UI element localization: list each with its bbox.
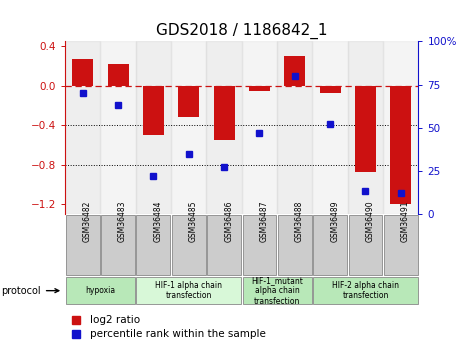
FancyBboxPatch shape: [243, 277, 312, 304]
Title: GDS2018 / 1186842_1: GDS2018 / 1186842_1: [156, 22, 327, 39]
Text: GSM36489: GSM36489: [330, 200, 339, 242]
Text: protocol: protocol: [1, 286, 59, 296]
Bar: [348, 41, 383, 214]
FancyBboxPatch shape: [137, 277, 241, 304]
FancyBboxPatch shape: [313, 215, 347, 275]
FancyBboxPatch shape: [137, 215, 170, 275]
Text: GSM36491: GSM36491: [401, 200, 410, 242]
FancyBboxPatch shape: [172, 215, 206, 275]
Bar: [277, 41, 312, 214]
FancyBboxPatch shape: [384, 215, 418, 275]
Bar: [206, 41, 242, 214]
Bar: [383, 41, 418, 214]
Bar: [390, 86, 412, 204]
Bar: [65, 41, 100, 214]
Text: GSM36483: GSM36483: [118, 200, 127, 242]
Bar: [242, 41, 277, 214]
Bar: [178, 86, 199, 117]
Bar: [213, 86, 235, 140]
Text: hypoxia: hypoxia: [86, 286, 115, 295]
FancyBboxPatch shape: [349, 215, 382, 275]
Bar: [72, 59, 93, 86]
Bar: [107, 64, 129, 86]
Bar: [136, 41, 171, 214]
FancyBboxPatch shape: [101, 215, 135, 275]
Bar: [319, 86, 341, 93]
Text: percentile rank within the sample: percentile rank within the sample: [90, 329, 266, 339]
FancyBboxPatch shape: [313, 277, 418, 304]
Text: GSM36482: GSM36482: [83, 201, 92, 242]
Text: GSM36486: GSM36486: [224, 200, 233, 242]
FancyBboxPatch shape: [66, 215, 100, 275]
Text: HIF-1 alpha chain
transfection: HIF-1 alpha chain transfection: [155, 281, 222, 300]
Text: log2 ratio: log2 ratio: [90, 315, 140, 325]
Bar: [312, 41, 348, 214]
Text: HIF-1_mutant
alpha chain
transfection: HIF-1_mutant alpha chain transfection: [251, 276, 303, 306]
FancyBboxPatch shape: [243, 215, 276, 275]
Text: GSM36490: GSM36490: [365, 200, 374, 242]
Bar: [171, 41, 206, 214]
FancyBboxPatch shape: [207, 215, 241, 275]
Bar: [143, 86, 164, 135]
Bar: [355, 86, 376, 171]
Text: GSM36485: GSM36485: [189, 200, 198, 242]
Text: HIF-2 alpha chain
transfection: HIF-2 alpha chain transfection: [332, 281, 399, 300]
Bar: [100, 41, 136, 214]
FancyBboxPatch shape: [278, 215, 312, 275]
Bar: [249, 86, 270, 91]
FancyBboxPatch shape: [66, 277, 135, 304]
Bar: [284, 56, 306, 86]
Text: GSM36488: GSM36488: [295, 201, 304, 242]
Text: GSM36484: GSM36484: [153, 200, 162, 242]
Text: GSM36487: GSM36487: [259, 200, 268, 242]
